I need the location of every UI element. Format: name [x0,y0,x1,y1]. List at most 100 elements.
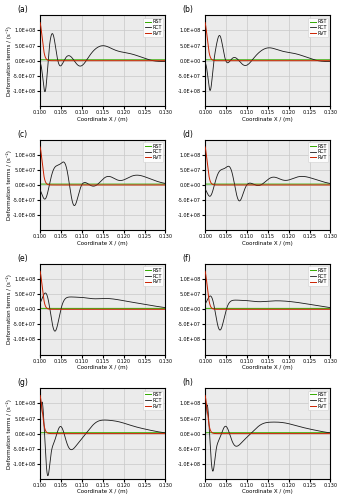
RCT [285,178,289,184]
Line: RCT: RCT [40,162,165,206]
RST [163,57,167,63]
Text: (b): (b) [182,6,193,15]
RCT [226,164,230,170]
RST [141,57,145,63]
RST [86,57,90,63]
RVT [86,306,90,312]
RVT [251,58,255,64]
RST [203,306,207,312]
RST [113,430,117,436]
RST [61,430,65,436]
RST [38,57,42,63]
RCT [43,290,47,296]
RCT [251,181,255,187]
Line: RVT: RVT [40,22,165,60]
Text: (d): (d) [182,130,193,139]
RCT [328,58,332,64]
Text: (c): (c) [17,130,28,139]
RST [285,430,289,436]
RCT [163,180,167,186]
RCT [61,159,65,165]
RCT [141,301,145,307]
RCT [278,420,282,426]
RCT [285,49,289,55]
RVT [163,58,167,64]
RCT [208,293,212,299]
RCT [132,52,136,58]
RVT [86,430,90,436]
RST [113,306,117,312]
RVT [86,182,90,188]
RVT [38,20,42,26]
RCT [328,180,332,186]
RVT [306,306,310,312]
RCT [285,298,289,304]
RST [251,430,255,436]
Line: RVT: RVT [205,147,330,185]
RVT [113,430,117,436]
RCT [120,49,124,55]
RST [297,430,301,436]
RST [141,181,145,187]
RCT [278,298,282,304]
RST [203,181,207,187]
RVT [306,182,310,188]
RCT [86,181,90,187]
RVT [226,182,230,188]
RCT [297,424,301,430]
Line: RCT: RCT [40,34,165,92]
RVT [38,144,42,150]
RCT [38,187,42,193]
RCT [61,300,65,306]
RVT [328,306,332,312]
RVT [251,306,255,312]
RVT [328,58,332,64]
RCT [120,178,124,184]
RVT [328,182,332,188]
RCT [328,430,332,436]
RST [132,430,136,436]
Legend: RST, RCT, RVT: RST, RCT, RVT [308,18,328,37]
X-axis label: Coordinate X / (m): Coordinate X / (m) [78,365,128,370]
RCT [217,32,222,38]
RCT [203,301,207,307]
RST [141,306,145,312]
RST [203,57,207,63]
RST [203,430,207,436]
RST [163,181,167,187]
RST [61,57,65,63]
RVT [141,430,145,436]
RCT [46,472,50,478]
RST [251,57,255,63]
RCT [251,428,255,434]
X-axis label: Coordinate X / (m): Coordinate X / (m) [78,116,128,121]
RCT [141,426,145,432]
RCT [297,300,301,306]
RST [306,306,310,312]
RST [278,181,282,187]
RST [328,306,332,312]
RST [86,430,90,436]
Line: RCT: RCT [40,293,165,331]
Y-axis label: Deformation terms / (s⁻²): Deformation terms / (s⁻²) [5,398,12,468]
RST [285,181,289,187]
Line: RCT: RCT [205,166,330,201]
Line: RVT: RVT [40,271,165,310]
RVT [38,268,42,274]
RCT [251,298,255,304]
RST [86,181,90,187]
RCT [251,56,255,62]
X-axis label: Coordinate X / (m): Coordinate X / (m) [243,490,293,494]
RCT [218,327,222,333]
RVT [278,306,282,312]
RVT [203,268,207,274]
RVT [113,58,117,64]
RVT [141,182,145,188]
RVT [141,306,145,312]
RCT [163,58,167,64]
RCT [120,298,124,304]
RST [328,430,332,436]
Legend: RST, RCT, RVT: RST, RCT, RVT [308,266,328,286]
RVT [285,58,289,64]
RVT [132,306,136,312]
